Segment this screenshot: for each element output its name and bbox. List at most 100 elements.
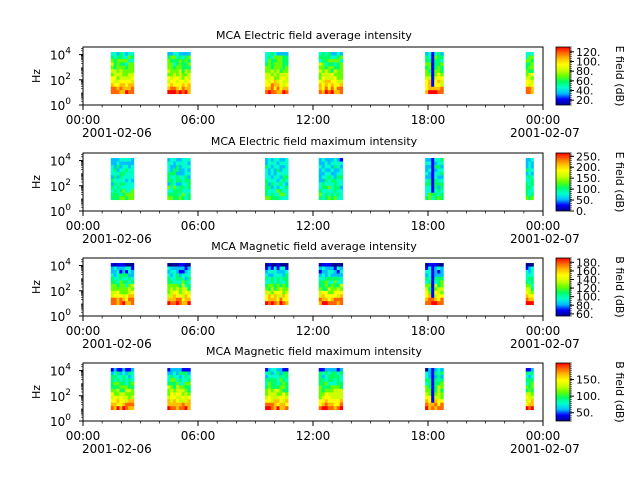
spectrogram-cell [321, 171, 326, 176]
spectrogram-cell [116, 371, 120, 376]
spectrogram-cell [279, 374, 283, 379]
spectrogram-cell [119, 371, 123, 376]
spectrogram-cell [116, 62, 120, 67]
spectrogram-cell [175, 381, 180, 386]
spectrogram-cell [282, 185, 286, 190]
spectrogram-cell [130, 196, 135, 201]
spectrogram-cell [285, 388, 289, 393]
spectrogram-cell [327, 158, 332, 162]
spectrogram-cell [184, 76, 188, 81]
spectrogram-cell [173, 178, 177, 183]
spectrogram-cell [116, 76, 120, 81]
spectrogram-cell [116, 287, 120, 292]
spectrogram-cell [321, 55, 326, 60]
spectrogram-cell [170, 168, 174, 173]
spectrogram-cell [167, 83, 171, 88]
spectrogram-cell [170, 385, 174, 390]
spectrogram-cell [178, 294, 183, 299]
spectrogram-cell [265, 402, 269, 407]
spectrogram-cell [128, 269, 132, 274]
spectrogram-cell [333, 374, 338, 379]
spectrogram-cell [434, 185, 438, 190]
spectrogram-cell [285, 374, 289, 379]
spectrogram-cell [187, 86, 191, 91]
spectrogram-cell [270, 374, 275, 379]
spectrogram-cell [525, 392, 529, 397]
spectrogram-cell [282, 161, 286, 166]
spectrogram-cell [125, 399, 129, 404]
spectrogram-cell [181, 164, 185, 169]
spectrogram-cell [333, 164, 338, 169]
spectrogram-cell [336, 79, 341, 84]
spectrogram-cell [525, 185, 529, 190]
spectrogram-cell [170, 402, 174, 407]
spectrogram-cell [434, 76, 438, 81]
spectrogram-cell [333, 86, 338, 91]
spectrogram-cell [116, 378, 120, 383]
spectrogram-cell [282, 79, 286, 84]
spectrogram-cell [425, 371, 429, 376]
spectrogram-cell [279, 276, 283, 281]
colorbar-label: E field (dB) [613, 152, 626, 213]
spectrogram-cell [270, 192, 275, 197]
spectrogram-cell [440, 368, 444, 372]
spectrogram-cell [175, 301, 180, 306]
y-tick-label: 104 [50, 363, 71, 379]
colorbar-label: E field (dB) [613, 46, 626, 107]
spectrogram-cell [187, 58, 191, 63]
x-date-label-start: 2001-02-06 [82, 442, 152, 456]
spectrogram-cell [119, 189, 123, 194]
spectrogram-cell [324, 392, 329, 397]
spectrogram-cell [273, 399, 277, 404]
spectrogram-cell [116, 385, 120, 390]
spectrogram-cell [128, 371, 132, 376]
spectrogram-cell [330, 196, 335, 201]
spectrogram-cell [170, 72, 174, 77]
spectrogram-cell [327, 178, 332, 183]
spectrogram-cell [110, 392, 115, 397]
spectrogram-cell [119, 58, 123, 63]
spectrogram-cell [181, 86, 185, 91]
spectrogram-cell [327, 69, 332, 74]
spectrogram-cell [125, 185, 129, 190]
y-tick-label: 100 [50, 203, 71, 219]
spectrogram-cell [167, 269, 171, 274]
spectrogram-cell [285, 58, 289, 63]
spectrogram-cell [440, 196, 444, 201]
spectrogram-cell [187, 399, 191, 404]
spectrogram-cell [273, 368, 277, 372]
spectrogram-cell [184, 86, 188, 91]
spectrogram-cell [184, 395, 188, 400]
spectrogram-cell [279, 171, 283, 176]
spectrogram-cell [273, 76, 277, 81]
spectrogram-cell [336, 388, 341, 393]
spectrogram-cell [282, 182, 286, 187]
spectrogram-cell [327, 171, 332, 176]
spectrogram-cell [530, 164, 534, 169]
spectrogram-cell [440, 388, 444, 393]
spectrogram-cell [170, 276, 174, 281]
spectrogram-cell [122, 266, 126, 271]
spectrogram-cell [273, 55, 277, 60]
spectrogram-cell [178, 269, 183, 274]
spectrogram-cell [324, 378, 329, 383]
spectrogram-cell [318, 185, 323, 190]
spectrogram-cell [122, 55, 126, 60]
spectrogram-cell [170, 399, 174, 404]
spectrogram-cell [431, 62, 435, 67]
spectrogram-cell [318, 392, 323, 397]
spectrogram-cell [276, 378, 280, 383]
spectrogram-cell [528, 168, 532, 173]
spectrogram-cell [530, 196, 534, 201]
spectrogram-cell [428, 378, 432, 383]
spectrogram-cell [122, 263, 126, 267]
spectrogram-cell [327, 52, 332, 56]
spectrogram-cell [116, 294, 120, 299]
spectrogram-cell [431, 280, 435, 285]
spectrogram-cell [428, 175, 432, 180]
spectrogram-cell [130, 192, 135, 197]
x-date-label-start: 2001-02-06 [82, 337, 152, 351]
spectrogram-cell [425, 287, 429, 292]
spectrogram-cell [327, 175, 332, 180]
spectrogram-cell [128, 381, 132, 386]
